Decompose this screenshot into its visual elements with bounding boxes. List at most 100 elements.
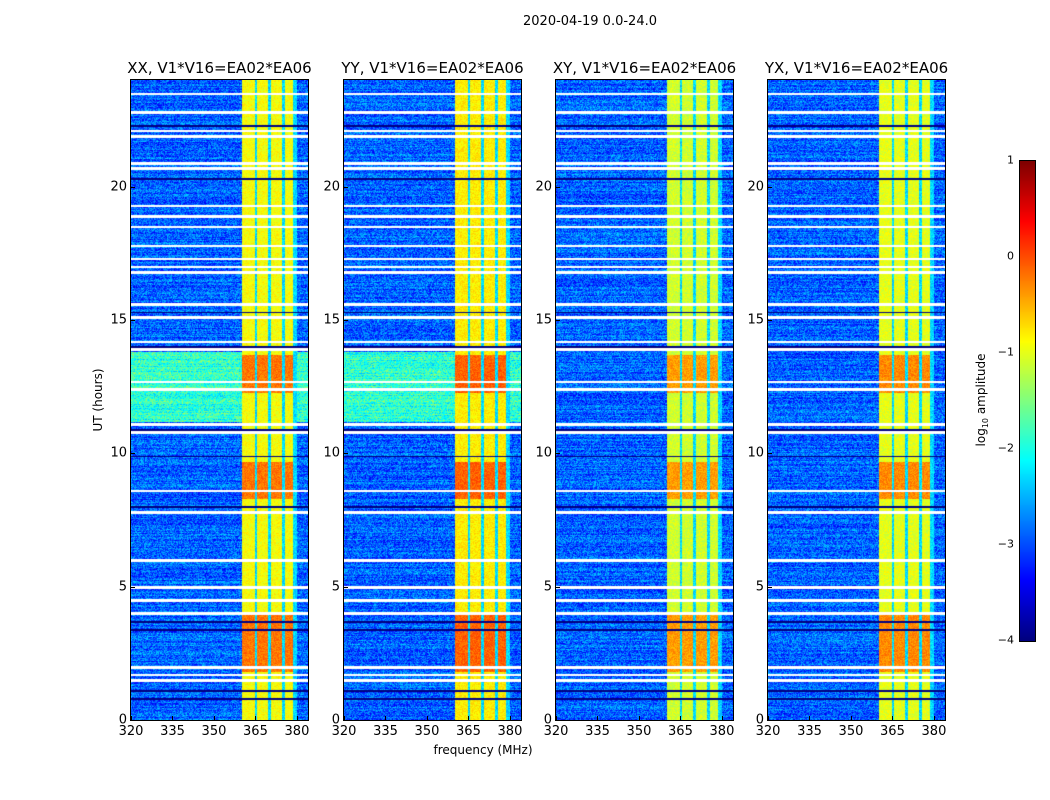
panel-title: XY, V1*V16=EA02*EA06	[552, 59, 737, 77]
y-tick-mark	[131, 320, 135, 321]
x-tick-label: 350	[201, 724, 227, 739]
x-tick-label: 380	[497, 724, 523, 739]
y-tick-mark	[344, 453, 348, 455]
y-tick-label: 5	[331, 579, 340, 595]
x-tick-label: 350	[626, 724, 652, 739]
y-tick-label: 10	[535, 445, 552, 461]
y-tick-mark	[131, 453, 135, 455]
x-tick-mark	[850, 716, 852, 720]
x-tick-mark	[172, 716, 174, 720]
x-tick-label: 335	[160, 724, 185, 739]
colorbar-tick-label: −3	[997, 537, 1014, 551]
y-tick-label: 0	[543, 712, 552, 728]
colorbar-label-log: log	[973, 428, 988, 447]
colorbar-label-sub: 10	[981, 417, 991, 429]
y-tick-label: 20	[535, 179, 552, 195]
x-tick-mark	[680, 716, 682, 720]
x-tick-label: 320	[543, 724, 569, 739]
panel-title: XX, V1*V16=EA02*EA06	[127, 59, 312, 77]
y-tick-mark	[556, 586, 560, 588]
x-tick-label: 350	[838, 724, 864, 739]
y-tick-mark	[768, 720, 772, 721]
x-tick-label: 365	[880, 724, 905, 739]
y-tick-label: 0	[755, 712, 764, 728]
y-tick-label: 15	[323, 312, 340, 328]
y-tick-label: 15	[535, 312, 552, 328]
y-tick-label: 15	[747, 312, 764, 328]
x-tick-mark	[721, 716, 723, 720]
y-tick-label: 10	[110, 445, 127, 461]
x-tick-mark	[213, 716, 215, 720]
panel-title: YY, V1*V16=EA02*EA06	[341, 59, 524, 77]
x-tick-label: 335	[373, 724, 398, 739]
y-tick-label: 0	[331, 712, 340, 728]
y-tick-mark	[131, 586, 135, 588]
x-tick-label: 380	[921, 724, 947, 739]
x-tick-mark	[385, 716, 387, 720]
y-tick-mark	[344, 720, 348, 721]
x-tick-mark	[255, 716, 257, 720]
colorbar-tick-label: 1	[1007, 153, 1014, 167]
y-tick-mark	[556, 720, 560, 721]
x-tick-mark	[768, 716, 769, 720]
y-tick-label: 15	[110, 312, 127, 328]
heatmap-panel	[555, 79, 734, 721]
x-tick-mark	[344, 716, 345, 720]
x-tick-label: 320	[118, 724, 144, 739]
x-tick-label: 335	[585, 724, 610, 739]
y-tick-mark	[556, 320, 560, 321]
x-tick-label: 335	[797, 724, 822, 739]
colorbar-label-rest: amplitude	[973, 353, 988, 418]
y-tick-mark	[131, 720, 135, 721]
y-tick-label: 5	[755, 579, 764, 595]
x-tick-label: 365	[243, 724, 268, 739]
x-tick-mark	[597, 716, 599, 720]
x-axis-label: frequency (MHz)	[433, 743, 533, 757]
x-tick-mark	[556, 716, 557, 720]
x-tick-mark	[638, 716, 640, 720]
y-axis-label: UT (hours)	[91, 368, 105, 432]
x-tick-label: 320	[331, 724, 357, 739]
y-tick-mark	[131, 186, 135, 188]
y-tick-mark	[344, 186, 348, 188]
x-tick-mark	[131, 716, 132, 720]
x-tick-mark	[809, 716, 811, 720]
y-tick-label: 10	[747, 445, 764, 461]
y-tick-mark	[344, 586, 348, 588]
heatmap-panel	[130, 79, 309, 721]
colorbar-tick-label: 0	[1007, 249, 1014, 263]
x-tick-mark	[296, 716, 298, 720]
y-tick-mark	[556, 453, 560, 455]
x-tick-mark	[892, 716, 894, 720]
x-tick-label: 380	[284, 724, 310, 739]
y-tick-label: 10	[323, 445, 340, 461]
x-tick-label: 350	[414, 724, 440, 739]
x-tick-label: 380	[709, 724, 735, 739]
y-tick-mark	[768, 320, 772, 321]
panel-title: YX, V1*V16=EA02*EA06	[764, 59, 949, 77]
colorbar-tick-label: −4	[997, 633, 1014, 647]
x-tick-mark	[426, 716, 428, 720]
y-tick-label: 20	[747, 179, 764, 195]
colorbar-tick-label: −2	[997, 441, 1014, 455]
y-tick-label: 5	[118, 579, 127, 595]
y-tick-mark	[768, 453, 772, 455]
x-tick-label: 320	[755, 724, 781, 739]
y-tick-mark	[768, 586, 772, 588]
x-tick-mark	[509, 716, 511, 720]
heatmap-panel	[343, 79, 522, 721]
figure-title: 2020-04-19 0.0-24.0	[523, 14, 657, 29]
colorbar-label: log10 amplitude	[974, 354, 990, 447]
x-tick-mark	[933, 716, 935, 720]
x-tick-label: 365	[668, 724, 693, 739]
y-tick-mark	[556, 186, 560, 188]
x-tick-mark	[468, 716, 470, 720]
colorbar	[1019, 160, 1036, 642]
x-tick-label: 365	[456, 724, 481, 739]
y-tick-label: 20	[110, 179, 127, 195]
y-tick-mark	[344, 320, 348, 321]
y-tick-label: 0	[118, 712, 127, 728]
y-tick-mark	[768, 186, 772, 188]
heatmap-panel	[767, 79, 946, 721]
